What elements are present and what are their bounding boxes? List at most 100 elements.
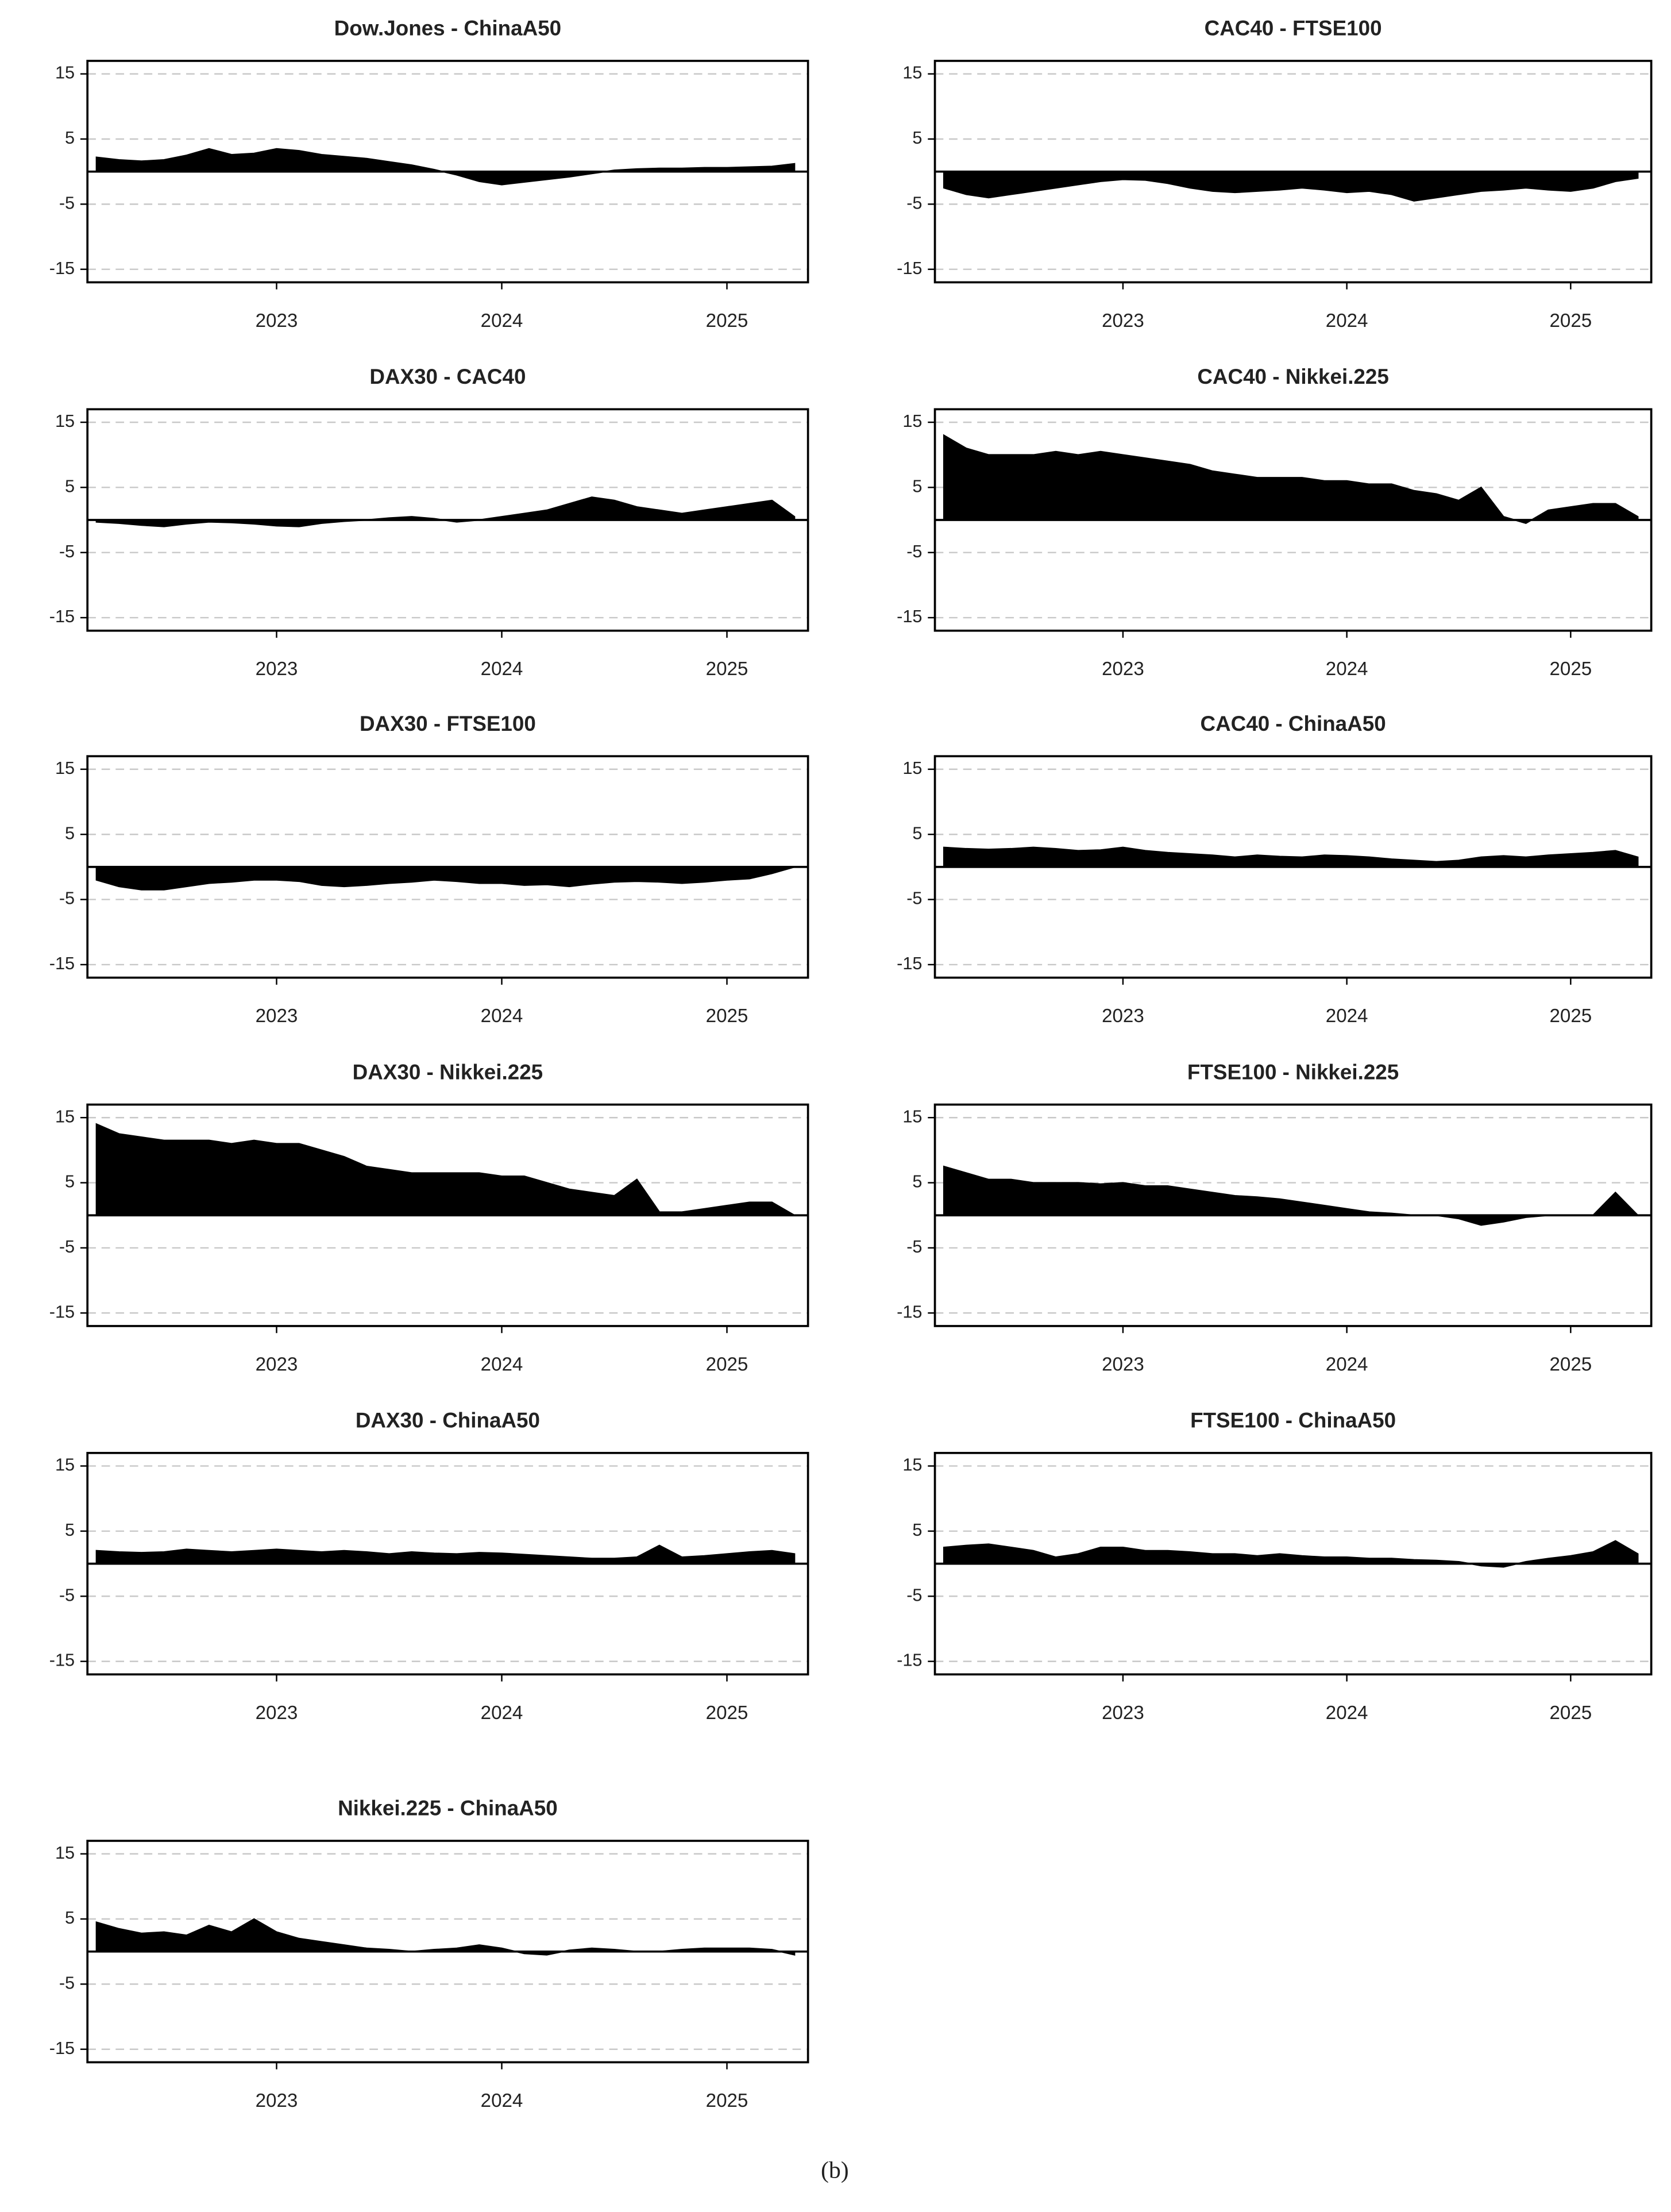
plot-frame [86,1103,809,1327]
panel-title: CAC40 - Nikkei.225 [1197,365,1389,388]
panel: Nikkei.225 - ChinaA50 -15 -5 5 15 2023 2024 202… [49,1797,809,2111]
x-tick-label: 2024 [1326,1354,1368,1375]
area [95,496,796,527]
panel-title: DAX30 - CAC40 [369,365,526,388]
x-tick-label: 2024 [1326,1702,1368,1724]
x-tick-label: 2025 [706,2090,748,2111]
panel: DAX30 - CAC40 -15 -5 5 15 2023 2024 2025 [49,365,809,680]
y-tick-label: 5 [65,1520,75,1540]
area [95,1918,796,1956]
x-tick-label: 2023 [256,1702,298,1724]
area [943,846,1639,868]
x-tick-label: 2023 [1102,1005,1144,1027]
y-tick-label: 5 [912,1520,922,1540]
plot-frame [86,60,809,284]
y-tick-label: -5 [906,1585,922,1605]
y-tick-label: 5 [65,1171,75,1192]
y-tick-label: 5 [912,476,922,496]
x-tick-label: 2024 [481,310,523,332]
y-tick-label: -15 [49,1301,75,1321]
y-tick-label: -5 [59,192,75,213]
panel-title: CAC40 - ChinaA50 [1200,712,1386,735]
y-tick-label: -5 [906,1236,922,1257]
area [943,171,1639,202]
plot-frame [933,1452,1653,1676]
area [943,1540,1639,1568]
y-tick-label: -15 [49,258,75,278]
y-tick-label: 15 [902,1455,922,1475]
x-tick-label: 2025 [706,1702,748,1724]
area [95,1544,796,1564]
plot-frame [86,1452,809,1676]
panel: DAX30 - FTSE100 -15 -5 5 15 2023 2024 2025 [49,712,809,1027]
caption: (b) [821,2157,849,2183]
panel-title: CAC40 - FTSE100 [1205,17,1382,40]
x-tick-label: 2024 [481,1354,523,1375]
y-tick-label: 15 [55,411,75,431]
x-tick-label: 2025 [1549,310,1592,332]
y-tick-label: -15 [897,258,922,278]
panel: CAC40 - ChinaA50 -15 -5 5 15 2023 2024 2025 [897,712,1653,1027]
x-tick-label: 2024 [1326,310,1368,332]
panel: FTSE100 - ChinaA50 -15 -5 5 15 2023 2024 2025 [897,1409,1653,1724]
x-tick-label: 2023 [1102,310,1144,332]
y-tick-label: -15 [897,1301,922,1321]
panel-title: Dow.Jones - ChinaA50 [334,17,561,40]
x-tick-label: 2023 [256,658,298,680]
x-tick-label: 2025 [1549,1702,1592,1724]
y-tick-label: -5 [59,541,75,561]
y-tick-label: -15 [49,606,75,626]
y-tick-label: -5 [906,541,922,561]
panel: DAX30 - Nikkei.225 -15 -5 5 15 2023 2024 2025 [49,1060,809,1375]
x-tick-label: 2024 [1326,658,1368,680]
panel: Dow.Jones - ChinaA50 -15 -5 5 15 2023 2024 2025 [49,17,809,332]
panel-title: DAX30 - ChinaA50 [356,1409,540,1432]
y-tick-label: -5 [59,1972,75,1993]
y-tick-label: 5 [65,1907,75,1928]
y-tick-label: 15 [902,411,922,431]
y-tick-label: -5 [906,192,922,213]
panel-title: DAX30 - FTSE100 [360,712,536,735]
y-tick-label: 5 [65,476,75,496]
x-tick-label: 2024 [481,658,523,680]
x-tick-label: 2025 [706,310,748,332]
y-tick-label: 5 [912,823,922,843]
plot-frame [933,408,1653,632]
y-tick-label: -15 [897,606,922,626]
y-tick-label: 15 [902,63,922,83]
y-tick-label: -5 [59,888,75,908]
panel: CAC40 - FTSE100 -15 -5 5 15 2023 2024 2025 [897,17,1653,332]
panel: CAC40 - Nikkei.225 -15 -5 5 15 2023 2024 2025 [897,365,1653,680]
y-tick-label: 5 [65,128,75,148]
area [943,434,1639,525]
x-tick-label: 2024 [481,1005,523,1027]
area [95,866,795,891]
y-tick-label: -5 [906,888,922,908]
x-tick-label: 2023 [1102,1354,1144,1375]
plot-frame [86,1840,809,2064]
plot-frame [933,60,1653,284]
y-tick-label: -15 [49,2038,75,2058]
plot-frame [86,408,809,632]
x-tick-label: 2025 [706,1354,748,1375]
y-tick-label: -15 [49,1650,75,1670]
y-tick-label: 5 [65,823,75,843]
x-tick-label: 2023 [256,2090,298,2111]
panel-title: FTSE100 - ChinaA50 [1190,1409,1396,1432]
y-tick-label: -5 [59,1585,75,1605]
y-tick-label: 15 [902,1106,922,1126]
plot-frame [86,755,809,979]
y-tick-label: 5 [912,128,922,148]
plot-frame [933,1103,1653,1327]
panel-title: Nikkei.225 - ChinaA50 [338,1797,558,1820]
x-tick-label: 2024 [481,2090,523,2111]
x-tick-label: 2024 [481,1702,523,1724]
x-tick-label: 2023 [256,310,298,332]
x-tick-label: 2023 [1102,658,1144,680]
panel-title: DAX30 - Nikkei.225 [353,1060,543,1084]
plot-frame [933,755,1653,979]
y-tick-label: 15 [55,1843,75,1863]
x-tick-label: 2025 [706,1005,748,1027]
x-tick-label: 2025 [1549,1005,1592,1027]
